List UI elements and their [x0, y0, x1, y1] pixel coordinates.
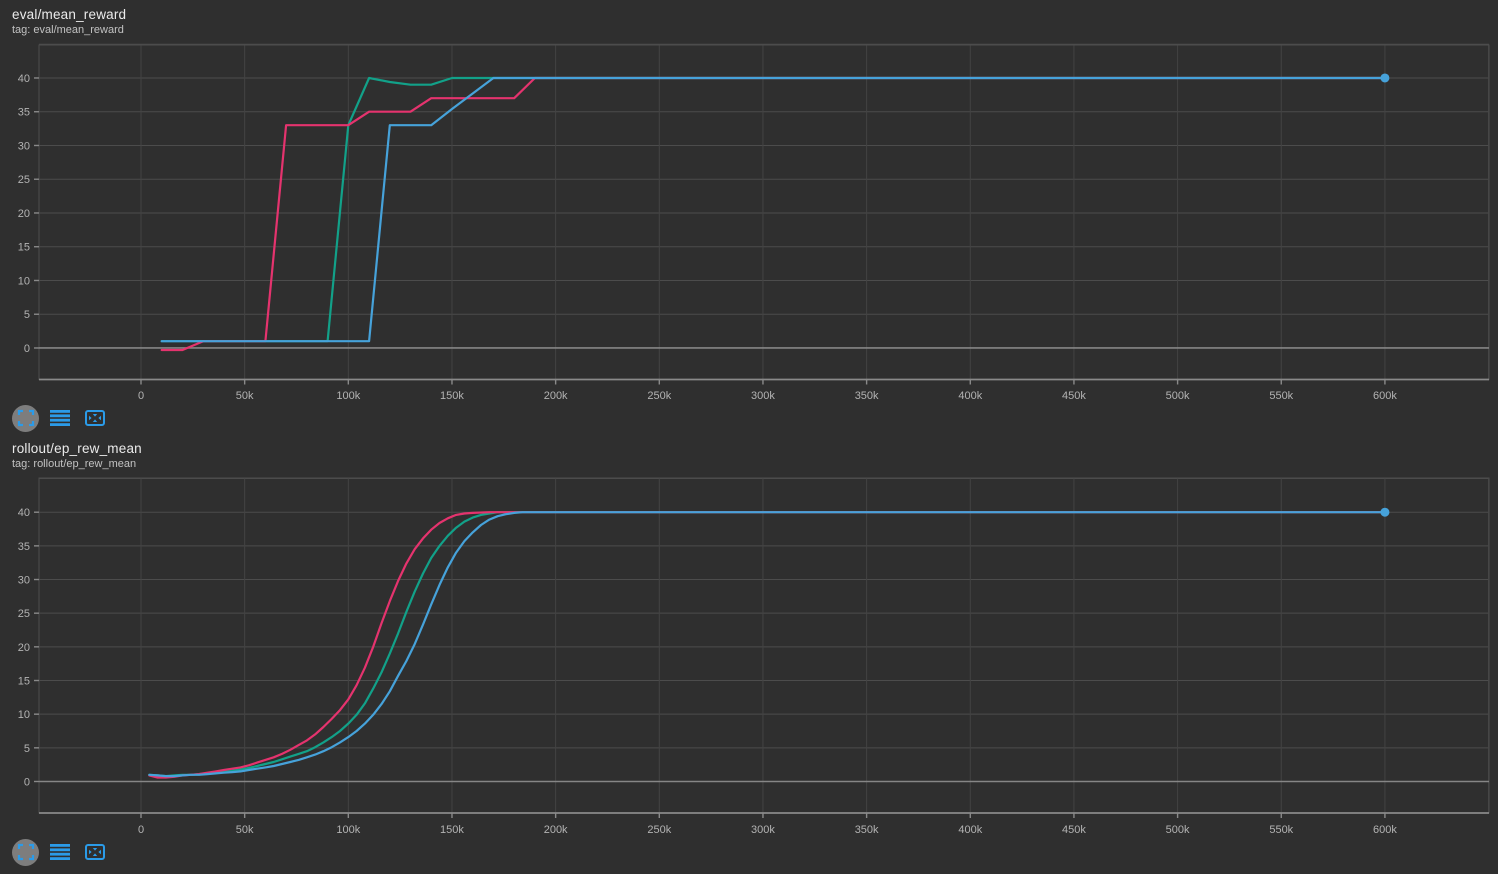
data-table-icon	[50, 844, 70, 860]
series-line-blue-run[interactable]	[160, 76, 1387, 343]
tick-label: 20	[18, 208, 30, 220]
expand-card-button[interactable]	[12, 404, 39, 432]
tick-label: 450k	[1062, 390, 1086, 402]
series-line-pink-run[interactable]	[148, 511, 1387, 779]
tick-label: 25	[18, 174, 30, 186]
tick-label: 20	[18, 642, 30, 654]
chart-title: eval/mean_reward	[12, 7, 127, 22]
viewfinder-icon	[17, 843, 34, 861]
chart-card-eval-mean-reward: 0 50k 100k 150k 200k 250k 300k 350k 400k 450k 500k…	[0, 0, 1498, 436]
data-table-icon	[50, 410, 70, 426]
tick-label: 100k	[336, 390, 360, 402]
tick-label: 35	[18, 107, 30, 119]
chart-tag: tag: eval/mean_reward	[12, 24, 124, 36]
tick-label: 600k	[1373, 390, 1397, 402]
series-end-dot-blue-run[interactable]	[1380, 507, 1390, 517]
tick-label: 5	[24, 743, 30, 755]
fit-to-frame-icon	[85, 410, 105, 426]
tick-label: 200k	[544, 824, 568, 836]
tick-label: 500k	[1166, 390, 1190, 402]
tick-label: 550k	[1269, 390, 1293, 402]
tick-label: 15	[18, 676, 30, 688]
chart-card-rollout-ep-rew-mean: 0 50k 100k 150k 200k 250k 300k 350k 400k 450k 500k…	[0, 436, 1498, 874]
rollout-ep-rew-mean-line-chart[interactable]: 0 50k 100k 150k 200k 250k 300k 350k 400k 450k 500k…	[0, 436, 1498, 874]
data-table-toggle-button[interactable]	[46, 404, 74, 432]
tick-label: 40	[18, 507, 30, 519]
fit-to-frame-icon	[85, 844, 105, 860]
tick-label: 35	[18, 541, 30, 553]
tick-label: 100k	[336, 824, 360, 836]
tick-label: 0	[24, 343, 30, 355]
tick-label: 0	[138, 824, 144, 836]
tick-label: 10	[18, 275, 30, 287]
tick-label: 250k	[647, 824, 671, 836]
tick-label: 15	[18, 242, 30, 254]
chart-title: rollout/ep_rew_mean	[12, 441, 142, 456]
chart-tag: tag: rollout/ep_rew_mean	[12, 458, 137, 470]
series-line-pink-run[interactable]	[160, 76, 1387, 352]
tick-label: 500k	[1166, 824, 1190, 836]
tick-label: 250k	[647, 390, 671, 402]
tick-label: 0	[138, 390, 144, 402]
tick-label: 300k	[751, 390, 775, 402]
tick-label: 450k	[1062, 824, 1086, 836]
tick-label: 350k	[855, 824, 879, 836]
series-line-blue-run[interactable]	[148, 511, 1387, 778]
series-line-teal-run[interactable]	[148, 511, 1387, 778]
tick-label: 40	[18, 73, 30, 85]
series-end-dot-blue-run[interactable]	[1380, 73, 1390, 83]
eval-mean-reward-line-chart[interactable]: 0 50k 100k 150k 200k 250k 300k 350k 400k 450k 500k…	[0, 0, 1498, 436]
tick-label: 550k	[1269, 824, 1293, 836]
chart-toolbar	[12, 404, 109, 432]
fit-domain-button[interactable]	[81, 404, 109, 432]
tick-label: 150k	[440, 390, 464, 402]
fit-domain-button[interactable]	[81, 838, 109, 866]
tick-label: 50k	[236, 824, 254, 836]
series-line-teal-run[interactable]	[160, 76, 1387, 343]
tick-label: 400k	[958, 824, 982, 836]
chart-toolbar	[12, 838, 109, 866]
tick-label: 200k	[544, 390, 568, 402]
tick-label: 400k	[958, 390, 982, 402]
tick-label: 300k	[751, 824, 775, 836]
tick-label: 30	[18, 140, 30, 152]
tick-label: 150k	[440, 824, 464, 836]
tick-label: 5	[24, 309, 30, 321]
tick-label: 50k	[236, 390, 254, 402]
tick-label: 25	[18, 608, 30, 620]
expand-card-button[interactable]	[12, 838, 39, 866]
tick-label: 10	[18, 709, 30, 721]
tick-label: 30	[18, 575, 30, 587]
tick-label: 0	[24, 776, 30, 788]
tick-label: 600k	[1373, 824, 1397, 836]
tick-label: 350k	[855, 390, 879, 402]
viewfinder-icon	[17, 409, 34, 427]
data-table-toggle-button[interactable]	[46, 838, 74, 866]
